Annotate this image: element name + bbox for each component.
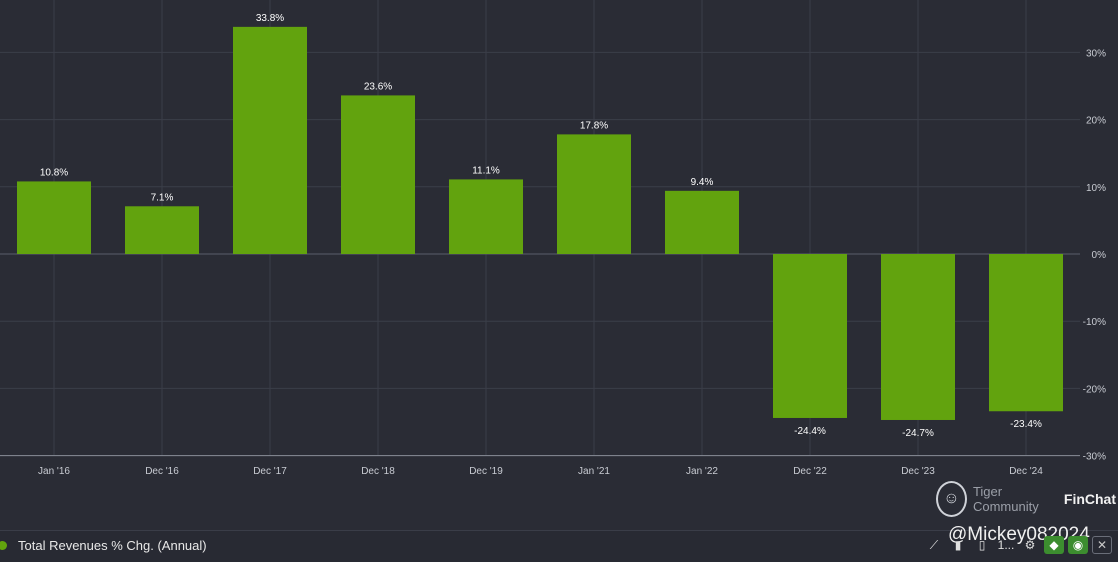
eye-icon[interactable]: ◉ <box>1068 536 1088 554</box>
y-tick-label: 30% <box>1086 48 1106 59</box>
x-tick-label: Dec '16 <box>145 466 179 477</box>
watermark: ☺ Tiger Community FinChat <box>936 478 1116 520</box>
x-tick-label: Jan '22 <box>686 466 718 477</box>
y-axis-ticks: 30% 20% 10% 0% -10% -20% -30% <box>1083 48 1106 462</box>
watermark-brand: FinChat <box>1063 491 1116 507</box>
bar[interactable] <box>881 254 955 420</box>
x-tick-label: Dec '24 <box>1009 466 1043 477</box>
data-labels: 10.8% 7.1% 33.8% 23.6% 11.1% 17.8% 9.4% -24.4% -… <box>40 13 1042 439</box>
x-tick-label: Jan '21 <box>578 466 610 477</box>
column-chart-icon[interactable]: ▯ <box>978 538 986 552</box>
line-chart-icon[interactable]: ⟋ <box>929 537 939 552</box>
bar[interactable] <box>773 254 847 418</box>
x-tick-label: Jan '16 <box>38 466 70 477</box>
x-tick-label: Dec '22 <box>793 466 827 477</box>
close-icon[interactable]: ✕ <box>1092 536 1112 554</box>
bar[interactable] <box>125 206 199 254</box>
data-label: 11.1% <box>472 165 500 176</box>
bar[interactable] <box>557 134 631 254</box>
bar[interactable] <box>341 95 415 255</box>
legend-label[interactable]: Total Revenues % Chg. (Annual) <box>18 538 207 553</box>
bars <box>17 26 1063 420</box>
chart-area: 10.8% 7.1% 33.8% 23.6% 11.1% 17.8% 9.4% -24.4% -… <box>0 0 1106 477</box>
more-button[interactable]: 1... <box>997 538 1015 552</box>
bar[interactable] <box>989 254 1063 412</box>
y-tick-label: -10% <box>1083 317 1106 328</box>
x-tick-label: Dec '17 <box>253 466 287 477</box>
chart-toolbar: ⟋ ▮ ▯ 1... ⚙ ◆ ◉ ✕ <box>924 536 1112 554</box>
watermark-text: Tiger Community <box>972 484 1039 514</box>
bar[interactable] <box>233 26 307 255</box>
data-label: 23.6% <box>364 81 392 92</box>
data-label: 17.8% <box>580 120 608 131</box>
data-label: 33.8% <box>256 13 284 24</box>
x-tick-label: Dec '23 <box>901 466 935 477</box>
data-label: -24.7% <box>902 428 934 439</box>
tag-icon[interactable]: ◆ <box>1044 536 1064 554</box>
x-tick-label: Dec '19 <box>469 466 503 477</box>
y-tick-label: 10% <box>1086 183 1106 194</box>
data-label: 7.1% <box>151 192 174 203</box>
legend-bar: Total Revenues % Chg. (Annual) <box>0 530 1118 562</box>
legend-color-dot <box>0 541 7 550</box>
bar[interactable] <box>665 190 739 254</box>
bar-chart-icon[interactable]: ▮ <box>954 538 962 552</box>
settings-gear-icon[interactable]: ⚙ <box>1024 538 1036 552</box>
data-label: 9.4% <box>691 177 714 188</box>
x-axis-ticks: Jan '16 Dec '16 Dec '17 Dec '18 Dec '19 Jan '… <box>38 466 1043 477</box>
data-label: -24.4% <box>794 426 826 437</box>
y-tick-label: 20% <box>1086 116 1106 127</box>
y-tick-label: -30% <box>1083 452 1106 463</box>
data-label: -23.4% <box>1010 419 1042 430</box>
bar[interactable] <box>17 181 91 254</box>
vertical-grid <box>53 0 1027 456</box>
y-tick-label: -20% <box>1083 384 1106 395</box>
y-tick-label: 0% <box>1092 250 1107 261</box>
data-label: 10.8% <box>40 167 68 178</box>
x-tick-label: Dec '18 <box>361 466 395 477</box>
bar[interactable] <box>449 179 523 254</box>
tiger-logo-icon: ☺ <box>936 481 967 517</box>
